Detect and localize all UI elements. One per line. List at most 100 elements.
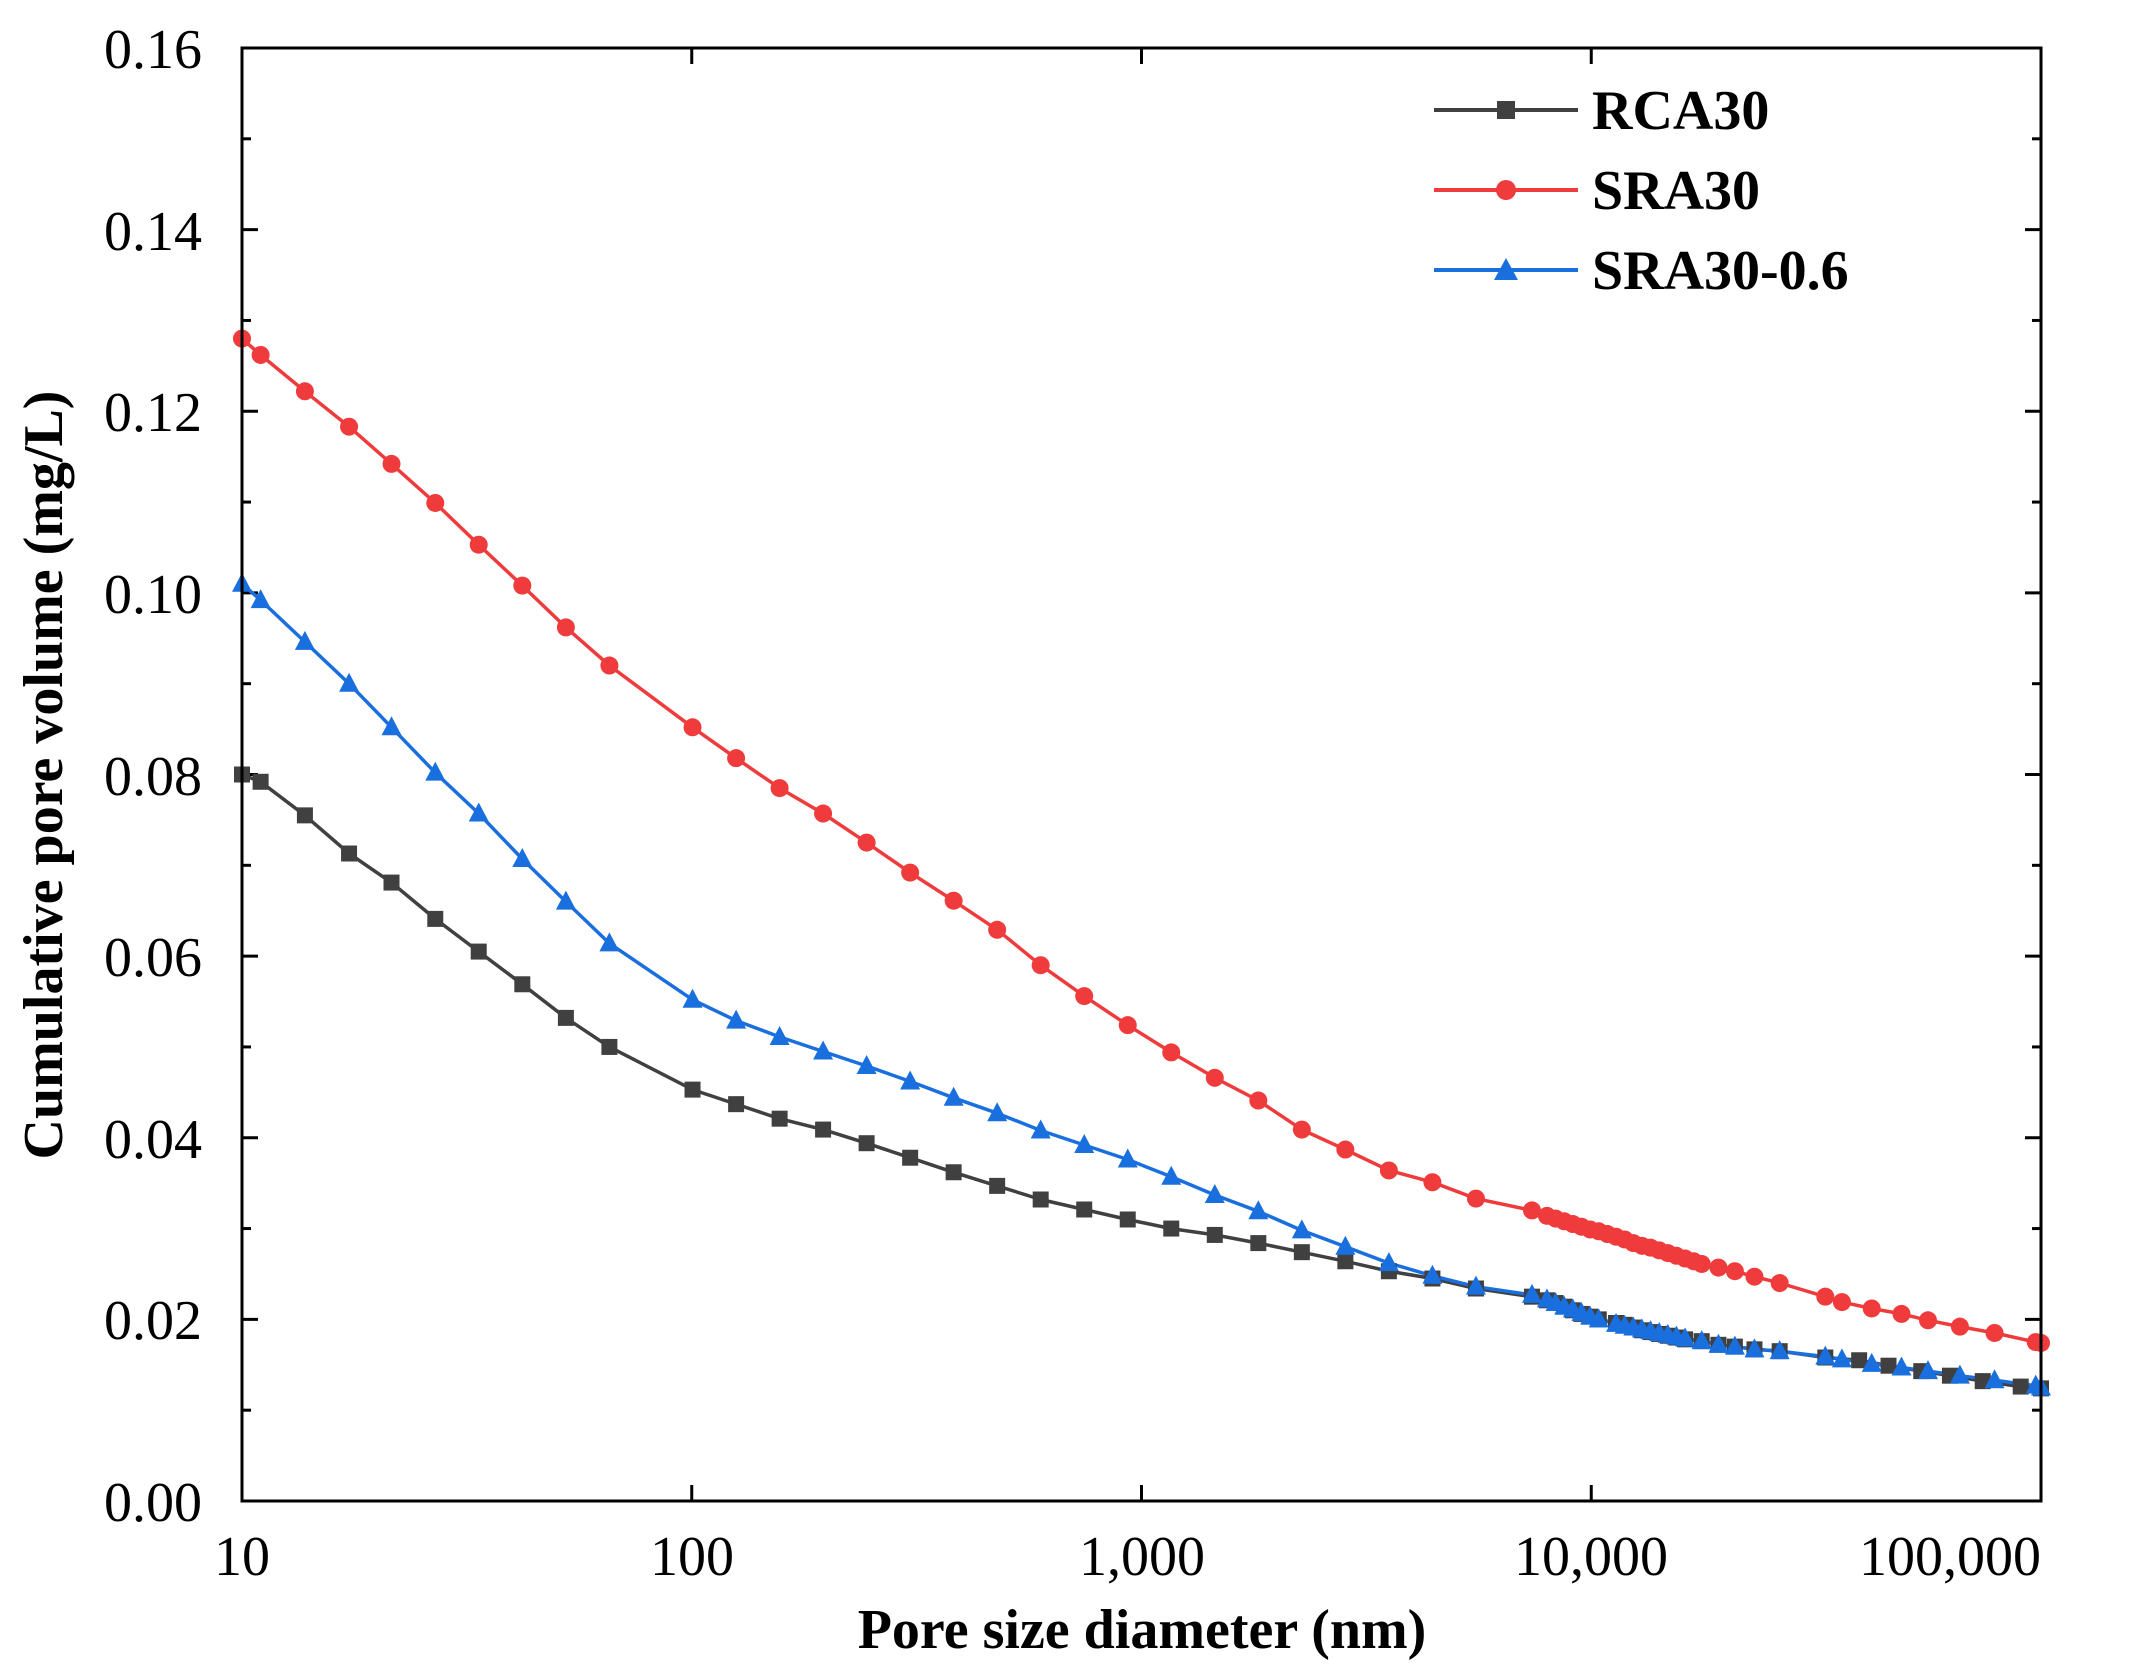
y-tick-label: 0.08 bbox=[104, 746, 202, 808]
data-point-sra30-0-6 bbox=[1248, 1200, 1269, 1220]
data-point-sra30-0-6 bbox=[987, 1102, 1008, 1122]
data-point-sra30-0-6 bbox=[1335, 1235, 1356, 1255]
data-point-sra30-0-6 bbox=[555, 890, 576, 910]
data-point-sra30-0-6 bbox=[1378, 1252, 1399, 1272]
data-point-sra30 bbox=[944, 891, 963, 910]
data-point-rca30 bbox=[945, 1164, 962, 1181]
data-point-sra30-0-6 bbox=[1724, 1335, 1745, 1355]
data-point-rca30 bbox=[771, 1110, 788, 1127]
x-tick-label: 100 bbox=[650, 1526, 734, 1588]
data-point-rca30 bbox=[1293, 1244, 1310, 1261]
data-point-sra30-0-6 bbox=[856, 1055, 877, 1075]
data-point-sra30 bbox=[857, 833, 876, 852]
data-point-sra30 bbox=[1725, 1262, 1744, 1281]
data-point-sra30-0-6 bbox=[900, 1070, 921, 1090]
legend-label-rca30: RCA30 bbox=[1592, 80, 1769, 142]
data-point-sra30-0-6 bbox=[1030, 1119, 1051, 1139]
data-point-sra30-0-6 bbox=[512, 847, 533, 867]
data-point-sra30-0-6 bbox=[1204, 1183, 1225, 1203]
data-point-sra30-0-6 bbox=[1984, 1369, 2005, 1389]
data-point-sra30-0-6 bbox=[1588, 1308, 1609, 1328]
data-point-sra30 bbox=[1816, 1287, 1835, 1306]
data-point-rca30 bbox=[514, 976, 531, 993]
data-point-sra30-0-6 bbox=[599, 932, 620, 952]
data-point-sra30-0-6 bbox=[294, 630, 315, 650]
data-point-sra30-0-6 bbox=[1891, 1356, 1912, 1376]
data-point-sra30-0-6 bbox=[813, 1040, 834, 1060]
data-point-sra30 bbox=[1118, 1016, 1137, 1035]
data-point-sra30-0-6 bbox=[1521, 1283, 1542, 1303]
series-line-sra30 bbox=[240, 337, 2042, 1345]
data-point-sra30-0-6 bbox=[250, 589, 271, 609]
data-point-sra30 bbox=[426, 493, 445, 512]
data-point-sra30 bbox=[1950, 1317, 1969, 1336]
data-point-sra30-0-6 bbox=[726, 1009, 747, 1029]
y-tick-label: 0.14 bbox=[104, 201, 202, 263]
data-point-sra30-0-6 bbox=[1291, 1219, 1312, 1239]
data-point-rca30 bbox=[902, 1149, 919, 1166]
data-point-sra30 bbox=[814, 804, 833, 823]
data-point-sra30 bbox=[1918, 1311, 1937, 1330]
data-point-sra30 bbox=[556, 618, 575, 637]
legend-item-sra30: SRA30 bbox=[1434, 160, 1760, 222]
data-point-sra30-0-6 bbox=[468, 802, 489, 822]
data-point-sra30-0-6 bbox=[1422, 1264, 1443, 1284]
y-tick-labels: 0.00 0.02 0.04 0.06 0.08 0.10 0.12 0.14 … bbox=[104, 19, 202, 1534]
data-point-rca30 bbox=[1337, 1253, 1354, 1270]
y-tick-label: 0.04 bbox=[104, 1109, 202, 1171]
data-point-sra30 bbox=[295, 382, 314, 401]
data-point-sra30-0-6 bbox=[769, 1025, 790, 1045]
data-point-sra30-0-6 bbox=[1917, 1360, 1938, 1380]
data-point-sra30 bbox=[1770, 1274, 1789, 1293]
data-point-rca30 bbox=[1163, 1220, 1180, 1237]
data-point-sra30 bbox=[382, 454, 401, 473]
data-point-sra30-0-6 bbox=[381, 716, 402, 736]
data-point-sra30 bbox=[988, 920, 1007, 939]
data-point-rca30 bbox=[1076, 1201, 1093, 1218]
data-point-sra30-0-6 bbox=[943, 1086, 964, 1106]
data-point-sra30-0-6 bbox=[1708, 1333, 1729, 1353]
x-axis-title: Pore size diameter (nm) bbox=[858, 1599, 1427, 1661]
data-point-sra30 bbox=[1892, 1304, 1911, 1323]
data-point-sra30-0-6 bbox=[1744, 1338, 1765, 1358]
data-point-sra30 bbox=[1709, 1258, 1728, 1277]
y-tick-label: 0.16 bbox=[104, 19, 202, 81]
data-point-rca30 bbox=[2012, 1378, 2029, 1395]
data-point-sra30-0-6 bbox=[1465, 1275, 1486, 1295]
data-point-sra30 bbox=[513, 576, 532, 595]
y-tick-label: 0.12 bbox=[104, 382, 202, 444]
legend: RCA30 SRA30 SRA30-0.6 bbox=[1434, 80, 1849, 302]
data-point-sra30-0-6 bbox=[1949, 1364, 1970, 1384]
legend-marker-sra30 bbox=[1496, 180, 1516, 200]
data-point-sra30-0-6 bbox=[682, 988, 703, 1008]
data-point-rca30 bbox=[815, 1121, 832, 1138]
data-point-sra30 bbox=[469, 535, 488, 554]
data-point-sra30 bbox=[1522, 1201, 1541, 1220]
plot-lines bbox=[240, 337, 2042, 1391]
data-point-sra30 bbox=[251, 345, 270, 364]
data-point-rca30 bbox=[684, 1081, 701, 1098]
y-tick-label: 0.10 bbox=[104, 564, 202, 626]
legend-label-sra30: SRA30 bbox=[1592, 160, 1760, 222]
legend-item-sra30-0-6: SRA30-0.6 bbox=[1434, 240, 1849, 302]
legend-marker-sra30-0-6 bbox=[1494, 258, 1518, 280]
data-point-sra30 bbox=[1745, 1267, 1764, 1286]
data-point-rca30 bbox=[1250, 1235, 1267, 1252]
series-line-rca30 bbox=[241, 772, 2042, 1391]
data-point-rca30 bbox=[1119, 1211, 1136, 1228]
data-point-sra30-0-6 bbox=[1675, 1327, 1696, 1347]
series-line-sra30-0-6 bbox=[240, 582, 2042, 1390]
data-point-sra30 bbox=[1466, 1189, 1485, 1208]
y-tick-label: 0.02 bbox=[104, 1290, 202, 1352]
legend-marker-rca30 bbox=[1497, 101, 1515, 119]
legend-item-rca30: RCA30 bbox=[1434, 80, 1769, 142]
data-point-rca30 bbox=[252, 773, 269, 790]
y-axis-title: Cumulative pore volume (mg/L) bbox=[13, 391, 75, 1160]
y-tick-label: 0.06 bbox=[104, 927, 202, 989]
x-tick-labels: 10 100 1,000 10,000 100,000 bbox=[214, 1526, 2041, 1588]
data-point-sra30 bbox=[770, 779, 789, 798]
data-point-sra30-0-6 bbox=[1074, 1134, 1095, 1154]
data-point-sra30 bbox=[1379, 1161, 1398, 1180]
y-tick-label: 0.00 bbox=[104, 1472, 202, 1534]
